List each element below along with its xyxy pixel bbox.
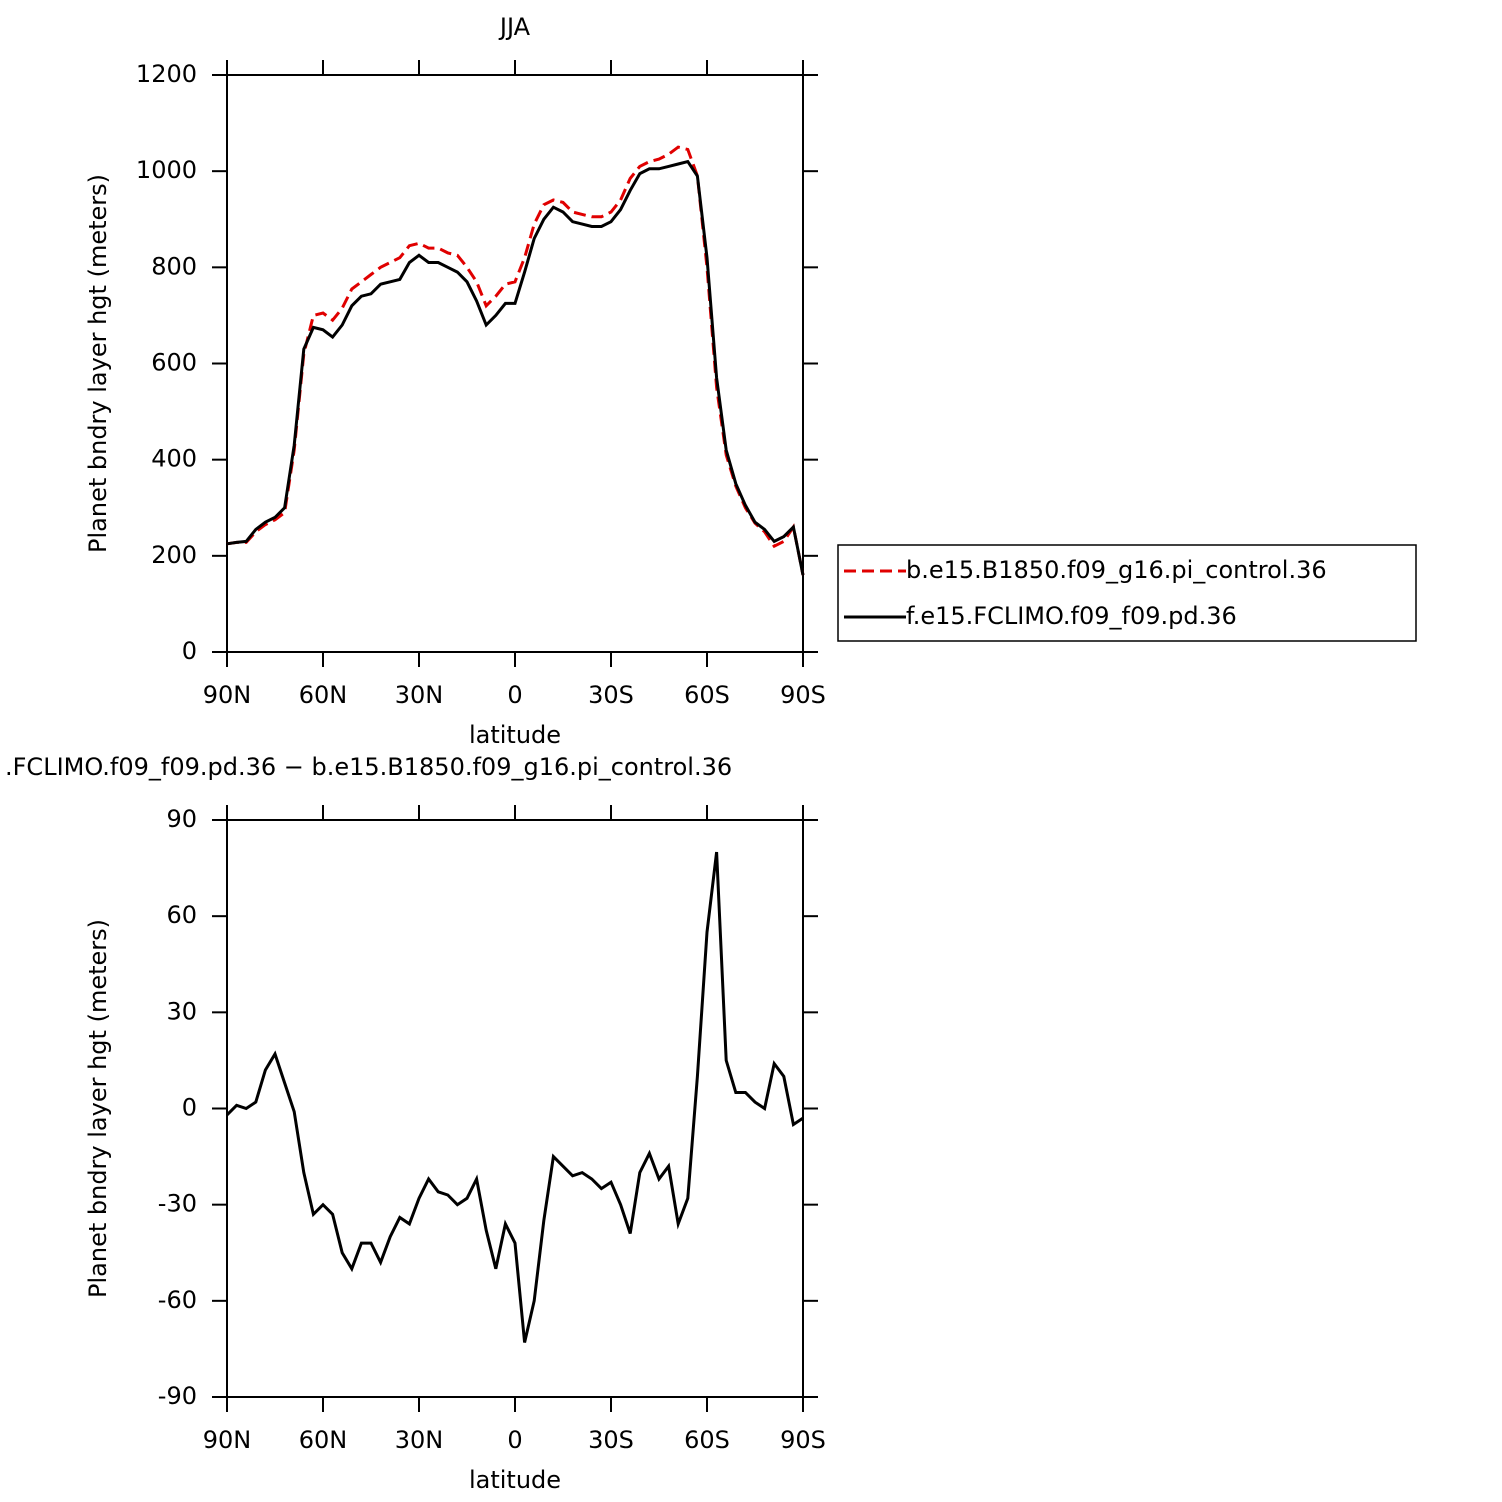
data-line xyxy=(226,145,805,576)
y-tick-label: 1200 xyxy=(136,60,197,88)
y-tick-label: 30 xyxy=(166,997,197,1025)
x-tick-label: 30N xyxy=(395,1426,444,1454)
x-tick-label: 90S xyxy=(780,1426,826,1454)
y-tick-label: 800 xyxy=(151,252,197,280)
x-tick-label: 60N xyxy=(299,681,348,709)
x-tick-label: 90N xyxy=(203,681,252,709)
x-tick-label: 30N xyxy=(395,681,444,709)
y-tick-label: 0 xyxy=(182,637,197,665)
data-line xyxy=(226,159,805,576)
legend-box xyxy=(837,544,1417,642)
y-tick-label: 600 xyxy=(151,349,197,377)
x-tick-label: 0 xyxy=(507,1426,522,1454)
chart-title: .FCLIMO.f09_f09.pd.36 − b.e15.B1850.f09_… xyxy=(5,753,732,781)
y-axis-label: Planet bndry layer hgt (meters) xyxy=(84,919,112,1298)
y-axis-label: Planet bndry layer hgt (meters) xyxy=(84,174,112,553)
chart-title: JJA xyxy=(498,13,531,41)
x-axis-label: latitude xyxy=(469,721,561,749)
y-tick-label: -30 xyxy=(158,1190,197,1218)
y-tick-label: 0 xyxy=(182,1094,197,1122)
legend-label: b.e15.B1850.f09_g16.pi_control.36 xyxy=(906,556,1327,584)
x-axis-label: latitude xyxy=(469,1466,561,1494)
y-tick-label: 60 xyxy=(166,901,197,929)
x-tick-label: 90N xyxy=(203,1426,252,1454)
x-tick-label: 90S xyxy=(780,681,826,709)
y-tick-label: 200 xyxy=(151,541,197,569)
y-tick-label: 1000 xyxy=(136,156,197,184)
legend-label: f.e15.FCLIMO.f09_f09.pd.36 xyxy=(906,602,1237,630)
y-tick-label: 400 xyxy=(151,445,197,473)
plot-frame xyxy=(226,819,804,1398)
x-tick-label: 30S xyxy=(588,1426,634,1454)
x-tick-label: 60S xyxy=(684,681,730,709)
x-tick-label: 60S xyxy=(684,1426,730,1454)
x-tick-label: 0 xyxy=(507,681,522,709)
data-line xyxy=(225,851,804,1343)
x-tick-label: 60N xyxy=(299,1426,348,1454)
x-tick-label: 30S xyxy=(588,681,634,709)
y-tick-label: -90 xyxy=(158,1382,197,1410)
plot-frame xyxy=(226,74,804,653)
y-tick-label: 90 xyxy=(166,805,197,833)
y-tick-label: -60 xyxy=(158,1286,197,1314)
